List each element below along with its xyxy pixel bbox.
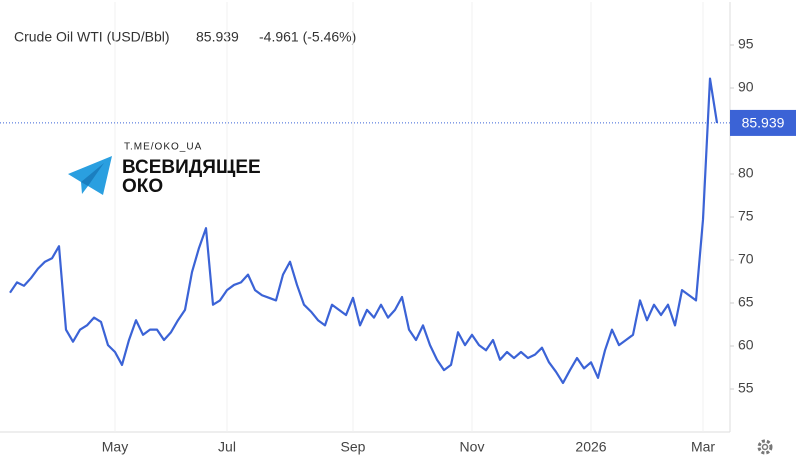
y-tick-label: 70	[738, 251, 754, 267]
watermark-line: ОКО	[122, 176, 163, 197]
x-tick-label: Nov	[460, 439, 485, 455]
x-tick-label: Sep	[341, 439, 366, 455]
y-tick-label: 80	[738, 165, 754, 181]
watermark-line: ВСЕВИДЯЩЕЕ	[122, 157, 261, 178]
y-tick-label: 55	[738, 380, 754, 396]
telegram-icon-fold	[81, 163, 104, 186]
y-tick-label: 60	[738, 337, 754, 353]
settings-icon[interactable]	[757, 439, 773, 455]
x-tick-label: Mar	[691, 439, 715, 455]
y-tick-label: 65	[738, 294, 754, 310]
last-value-box	[730, 109, 796, 136]
header: Crude Oil WTI (USD/Bbl) 85.939 -4.961 (-…	[14, 29, 356, 45]
y-tick-label: 75	[738, 208, 754, 224]
watermark-handle: T.ME/OKO_UA	[124, 142, 202, 153]
gear[interactable]	[757, 439, 773, 455]
y-tick-label: 95	[738, 36, 754, 52]
price-change: -4.961 (-5.46%)	[259, 29, 356, 45]
x-tick-label: Jul	[218, 439, 236, 455]
last-value-label: 85.939	[742, 115, 785, 131]
gear-center[interactable]	[761, 443, 769, 451]
chart-title: Crude Oil WTI (USD/Bbl)	[14, 29, 170, 45]
x-tick-label: 2026	[575, 439, 606, 455]
last-price: 85.939	[196, 29, 239, 45]
x-tick-label: May	[102, 439, 128, 455]
y-tick-label: 90	[738, 79, 754, 95]
watermark: T.ME/OKO_UA ВСЕВИДЯЩЕЕ ОКО	[68, 142, 261, 197]
price-line	[9, 77, 719, 385]
